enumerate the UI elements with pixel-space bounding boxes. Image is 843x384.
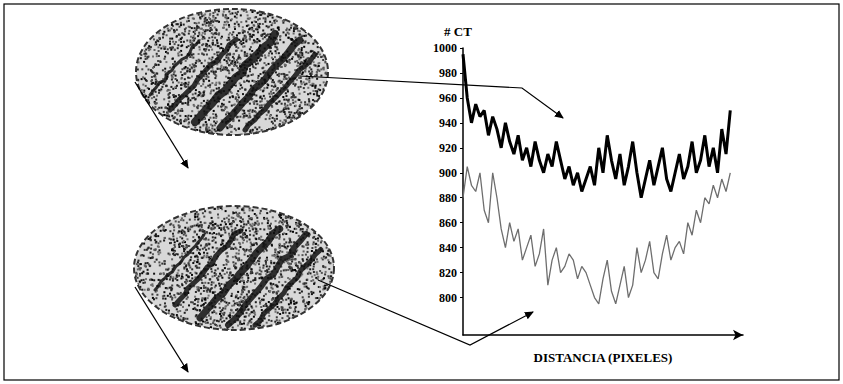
svg-text:880: 880 [439,191,457,205]
svg-text:840: 840 [439,241,457,255]
svg-text:980: 980 [439,66,457,80]
svg-text:940: 940 [439,116,457,130]
svg-text:1000: 1000 [433,41,457,55]
svg-text:800: 800 [439,291,457,305]
svg-text:860: 860 [439,216,457,230]
svg-text:820: 820 [439,266,457,280]
svg-text:# CT: # CT [444,24,472,39]
svg-text:900: 900 [439,166,457,180]
svg-text:920: 920 [439,141,457,155]
svg-text:960: 960 [439,91,457,105]
svg-text:DISTANCIA (PIXELES): DISTANCIA (PIXELES) [534,350,673,365]
